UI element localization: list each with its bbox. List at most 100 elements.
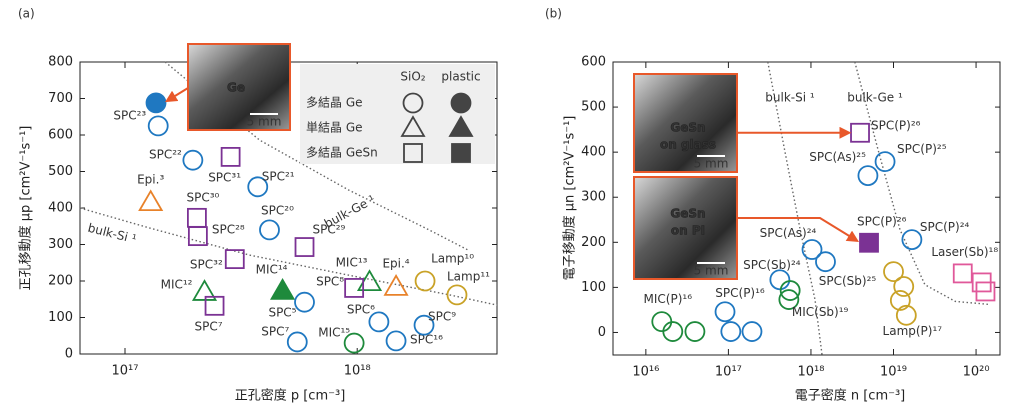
inset-arrow — [737, 217, 860, 243]
curve-label: bulk-Si ¹ — [86, 221, 138, 247]
legend-label: 多結晶 Ge — [306, 96, 363, 110]
point-label: Lamp(P)¹⁷ — [883, 324, 943, 338]
data-point — [383, 274, 409, 296]
point-label: MIC¹⁵ — [318, 326, 350, 340]
data-point — [975, 281, 996, 302]
point-label: Laser(Sb)¹⁸ — [931, 245, 998, 259]
data-point — [145, 92, 167, 114]
y-tick-label: 300 — [581, 190, 606, 205]
data-point — [895, 304, 917, 326]
point-label: Lamp¹¹ — [447, 269, 490, 283]
y-tick-label: 0 — [598, 325, 606, 340]
data-point — [651, 311, 673, 333]
data-point — [385, 330, 407, 352]
data-point — [294, 291, 315, 313]
x-axis-title: 電子密度 n [cm⁻³] — [795, 388, 906, 404]
data-point — [857, 165, 879, 186]
point-label: SPC³⁰ — [186, 190, 219, 204]
data-point — [204, 295, 225, 316]
point-label: SPC¹⁶ — [410, 332, 443, 346]
y-tick-label: 100 — [48, 310, 73, 325]
x-tick-label: 10²⁰ — [963, 365, 990, 380]
data-point — [344, 278, 365, 298]
data-point — [269, 278, 296, 300]
y-axis-title: 正孔移動度 μp [cm²V⁻¹s⁻¹] — [18, 126, 34, 291]
point-label: Epi.³ — [137, 173, 164, 187]
x-tick-label: 10¹⁹ — [880, 365, 907, 380]
y-tick-label: 400 — [48, 201, 73, 216]
point-label: MIC(P)¹⁶ — [644, 292, 693, 306]
y-tick-label: 200 — [581, 235, 606, 250]
data-point — [901, 229, 923, 251]
data-point — [224, 249, 245, 270]
data-point — [147, 115, 169, 137]
data-point — [368, 311, 390, 333]
data-point — [138, 189, 164, 212]
data-point — [413, 314, 435, 336]
y-tick-label: 300 — [48, 237, 73, 252]
data-point — [859, 232, 879, 253]
data-point — [720, 321, 742, 342]
curve-label: bulk-Si ¹ — [765, 91, 815, 105]
point-label: SPC³¹ — [208, 170, 241, 184]
point-label: SPC²³ — [113, 108, 146, 122]
legend-marker — [402, 92, 424, 114]
point-label: MIC(Sb)¹⁹ — [792, 305, 849, 319]
data-point — [684, 321, 706, 342]
point-label: SPC³² — [190, 258, 223, 272]
data-point — [952, 263, 973, 284]
point-label: SPC(P)²⁵ — [897, 142, 947, 156]
data-point — [343, 332, 365, 354]
point-label: SPC(As)²⁴ — [760, 226, 817, 240]
data-point — [893, 276, 915, 297]
legend-marker — [403, 143, 423, 163]
data-point — [446, 284, 468, 306]
y-tick-label: 500 — [581, 100, 606, 115]
legend-marker — [451, 143, 471, 163]
inset-photo — [187, 43, 291, 131]
data-point — [182, 149, 204, 171]
data-point — [874, 151, 896, 173]
point-label: SPC(As)²⁵ — [809, 150, 866, 164]
data-point — [662, 321, 684, 342]
point-label: SPC²⁸ — [212, 223, 245, 237]
point-label: SPC⁸ — [316, 274, 344, 288]
y-axis-title: 電子移動度 μn [cm²V⁻¹s⁻¹] — [562, 116, 578, 281]
x-tick-label: 10¹⁷ — [112, 364, 139, 379]
data-point — [259, 219, 280, 241]
inset-photo — [633, 176, 738, 280]
point-label: SPC²² — [149, 148, 182, 162]
point-label: SPC⁶ — [347, 302, 375, 316]
panel-label: (b) — [545, 7, 562, 21]
point-label: MIC¹⁴ — [256, 262, 288, 276]
point-label: Epi.⁴ — [382, 256, 409, 270]
data-point — [356, 269, 383, 291]
inset-caption: on PI — [671, 224, 705, 238]
point-label: SPC(Sb)²⁵ — [819, 274, 877, 288]
data-point — [815, 251, 836, 273]
point-label: SPC²⁰ — [261, 203, 294, 217]
scale-label: 5 mm — [247, 115, 282, 129]
y-tick-label: 0 — [65, 347, 73, 362]
legend-marker — [450, 92, 472, 114]
point-label: SPC(P)²⁶ — [857, 214, 907, 228]
data-point — [779, 280, 801, 301]
data-point — [414, 270, 436, 292]
x-tick-label: 10¹⁶ — [632, 365, 659, 380]
point-label: SPC²⁹ — [313, 223, 346, 237]
y-tick-label: 600 — [48, 128, 73, 143]
x-tick-label: 10¹⁸ — [344, 364, 371, 379]
data-point — [220, 146, 241, 167]
legend-marker — [448, 115, 474, 137]
legend-header: SiO₂ — [400, 70, 425, 84]
data-point — [769, 269, 791, 291]
point-label: SPC²¹ — [262, 169, 295, 183]
data-point — [883, 261, 904, 283]
reference-curve — [164, 61, 469, 251]
point-label: SPC(Sb)²⁴ — [743, 258, 801, 272]
y-tick-label: 400 — [581, 145, 606, 160]
data-point — [294, 237, 315, 257]
point-label: MIC¹³ — [336, 256, 368, 270]
data-point — [191, 279, 218, 301]
